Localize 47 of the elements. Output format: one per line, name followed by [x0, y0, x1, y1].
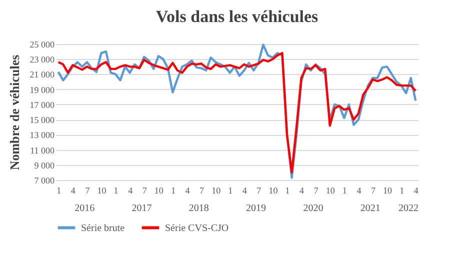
- x-tick-label: 10: [326, 186, 336, 196]
- x-tick-label: 4: [128, 186, 134, 196]
- x-tick-label: 1: [342, 186, 347, 196]
- y-tick-label: 17 000: [30, 100, 55, 110]
- y-tick-label: 11 000: [30, 145, 55, 156]
- x-tick-label: 4: [300, 186, 305, 196]
- x-tick-label: 1: [56, 186, 62, 196]
- legend-label: Série CVS-CJO: [165, 222, 229, 234]
- x-tick-label: 4: [70, 186, 76, 196]
- x-tick-label: 10: [268, 186, 278, 196]
- text: 2019: [246, 203, 266, 214]
- y-tick-label: 19 000: [30, 84, 55, 95]
- x-tick-label: 10: [97, 186, 107, 196]
- y-tick-label: 23 000: [30, 54, 55, 65]
- x-tick-label: 7: [371, 186, 376, 196]
- x-tick-label: 10: [212, 186, 222, 196]
- y-axis-title: Nombre de véhicules: [6, 54, 22, 170]
- legend-label: Série brute: [81, 222, 126, 234]
- x-tick-label: 1: [400, 186, 404, 196]
- y-tick-label: 21 000: [30, 70, 55, 80]
- x-tick-label: 1: [285, 186, 290, 196]
- y-tick-label: 7 000: [34, 176, 55, 186]
- text: 2021: [360, 203, 380, 214]
- text: 2017: [132, 203, 152, 214]
- x-tick-label: 4: [185, 186, 190, 196]
- x-tick-label: 4: [414, 186, 419, 196]
- x-tick-label: 1: [114, 186, 118, 196]
- y-tick-label: 13 000: [30, 130, 55, 140]
- text: 2016: [74, 203, 95, 214]
- x-tick-label: 10: [383, 186, 393, 196]
- y-tick-label: 15 000: [30, 115, 55, 126]
- x-tick-label: 1: [170, 186, 176, 196]
- y-tick-label: 25 000: [30, 40, 55, 50]
- y-tick-label: 9 000: [34, 160, 55, 170]
- x-tick-label: 1: [228, 186, 233, 196]
- x-tick-label: 4: [356, 186, 362, 196]
- text: 2022: [398, 203, 418, 214]
- chart-title: Vols dans les véhicules: [156, 7, 319, 26]
- text: 2020: [303, 203, 324, 214]
- x-tick-label: 7: [142, 186, 148, 196]
- x-tick-label: 10: [154, 186, 164, 196]
- x-tick-label: 7: [256, 186, 262, 196]
- x-tick-label: 4: [242, 186, 248, 196]
- x-tick-label: 7: [314, 186, 319, 196]
- x-tick-label: 7: [200, 186, 205, 196]
- x-tick-label: 7: [85, 186, 90, 196]
- text: 2018: [188, 203, 209, 214]
